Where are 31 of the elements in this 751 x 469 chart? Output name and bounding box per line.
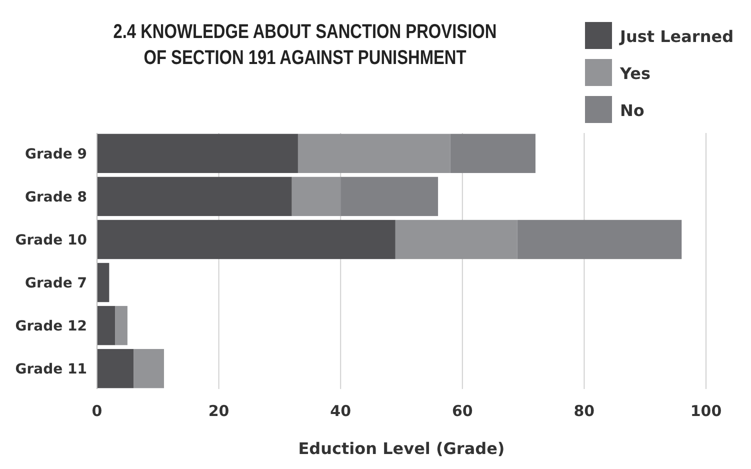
bar	[134, 348, 164, 388]
legend-label: Just Learned	[619, 27, 734, 46]
bar	[298, 134, 450, 174]
x-axis-title: Eduction Level (Grade)	[298, 439, 505, 458]
bar	[395, 220, 518, 260]
legend-label: No	[620, 101, 644, 120]
bar	[97, 134, 298, 174]
x-tick-label: 40	[330, 402, 352, 420]
y-tick-label: Grade 7	[25, 276, 87, 292]
x-tick-label: 20	[208, 402, 230, 420]
x-tick-label: 60	[452, 402, 473, 420]
bar	[97, 306, 116, 346]
bar	[340, 176, 438, 216]
legend-label: Yes	[619, 64, 650, 83]
bar	[292, 176, 341, 216]
bar	[115, 306, 128, 346]
y-tick-label: Grade 12	[15, 318, 87, 335]
y-tick-label: Grade 11	[15, 362, 87, 378]
chart-title: 2.4 KNOWLEDGE ABOUT SANCTION PROVISION OF SECTION 191 AGAINST PUNISHMENT	[113, 19, 497, 68]
bar	[97, 176, 292, 216]
x-tick-label: 0	[92, 402, 102, 420]
bar	[97, 348, 134, 388]
bar	[97, 220, 396, 260]
bar	[97, 262, 110, 302]
y-tick-label: Grade 9	[25, 146, 87, 162]
y-tick-label: Grade 10	[15, 232, 88, 248]
x-tick-label: 100	[690, 402, 722, 420]
bar	[450, 134, 536, 174]
y-tick-label: Grade 8	[25, 189, 87, 206]
bar	[517, 220, 682, 260]
x-tick-label: 80	[574, 402, 595, 420]
